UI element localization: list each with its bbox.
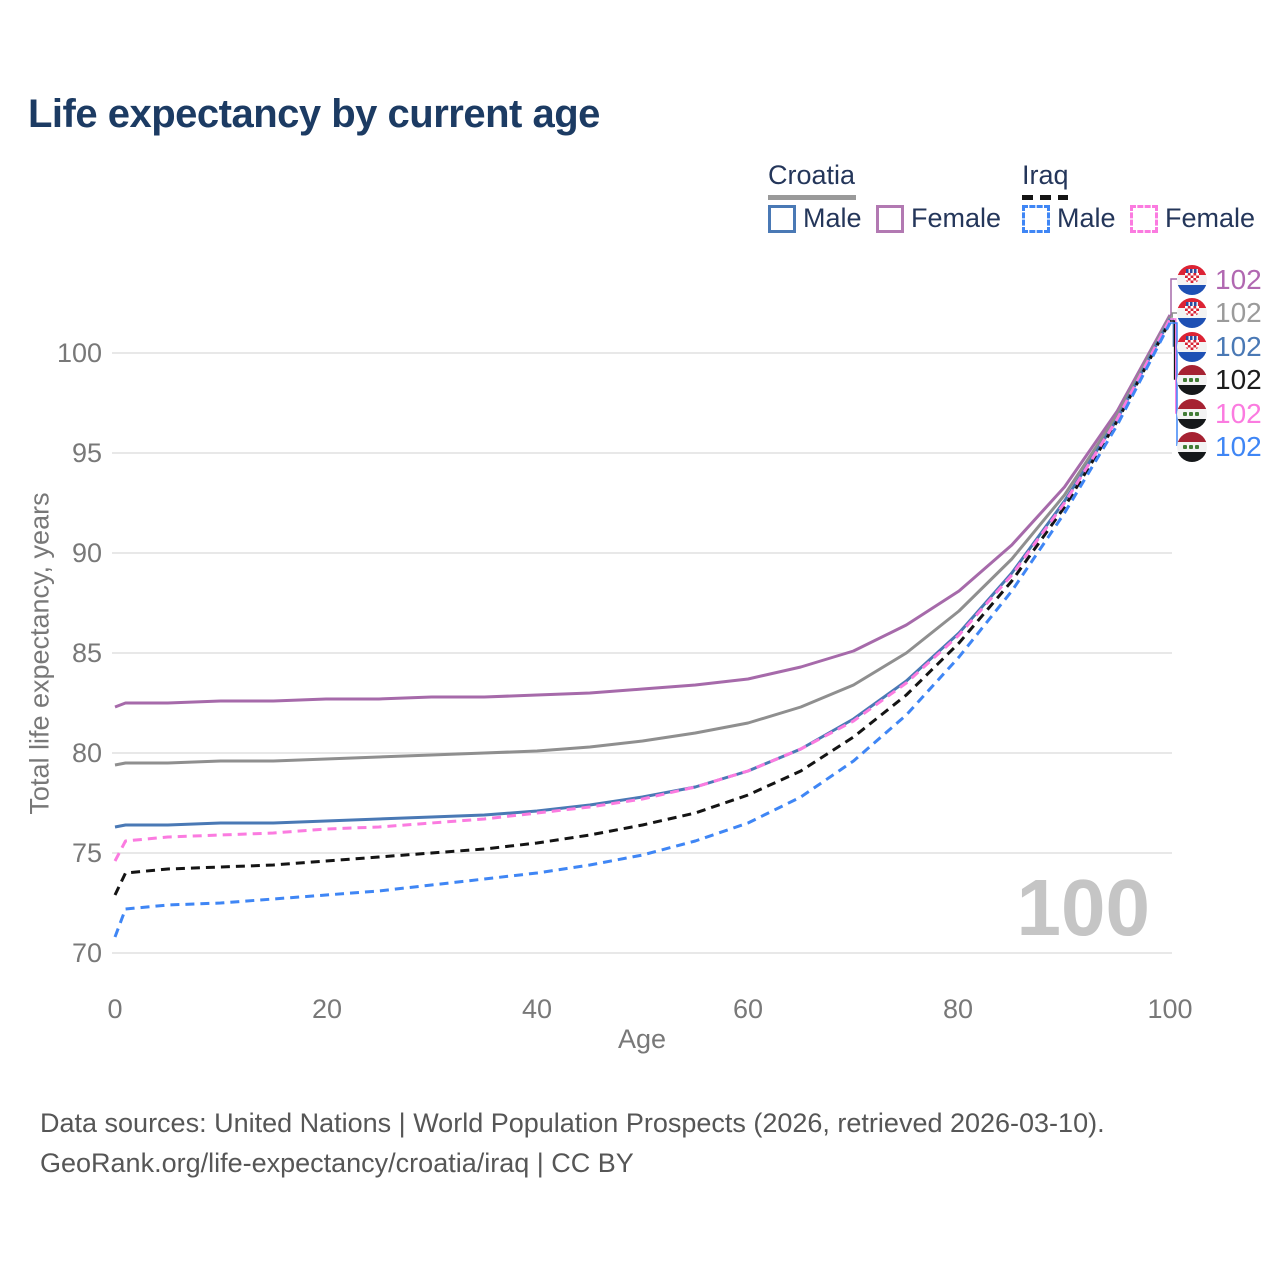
y-tick: 75 — [71, 838, 102, 868]
x-axis-title: Age — [617, 1024, 667, 1054]
y-tick: 90 — [71, 538, 102, 568]
iraq-male-swatch-icon — [1022, 204, 1050, 233]
legend-label: Female — [911, 203, 1002, 233]
legend-item-croatia-male[interactable]: Male — [768, 203, 862, 234]
y-tick: 70 — [71, 938, 102, 968]
legend-label: Female — [1165, 203, 1256, 233]
croatia-flag-icon — [1177, 264, 1207, 295]
iraq-line-style-sample — [1022, 195, 1068, 200]
legend-group-iraq: Iraq — [1022, 160, 1069, 200]
x-tick: 80 — [942, 994, 974, 1024]
x-tick: 40 — [521, 994, 553, 1024]
legend-group-croatia: Croatia — [768, 160, 856, 200]
y-tick: 80 — [71, 738, 102, 768]
legend-country-croatia[interactable]: Croatia — [768, 160, 856, 190]
end-value: 102 — [1215, 330, 1262, 362]
end-label-croatia-male[interactable]: 102 — [1177, 330, 1262, 363]
y-tick: 85 — [71, 638, 102, 668]
iraq-flag-icon — [1177, 398, 1207, 429]
legend-item-iraq-female[interactable]: Female — [1130, 203, 1255, 234]
croatia-line-style-sample — [768, 195, 856, 200]
legend-item-iraq-male[interactable]: Male — [1022, 203, 1116, 234]
legend-country-iraq[interactable]: Iraq — [1022, 160, 1069, 190]
end-value: 102 — [1215, 397, 1262, 429]
end-label-iraq-male[interactable]: 102 — [1177, 430, 1262, 463]
chart-title: Life expectancy by current age — [28, 92, 600, 136]
croatia-female-swatch-icon — [876, 204, 904, 233]
end-label-croatia-female[interactable]: 102 — [1177, 263, 1262, 296]
end-value: 102 — [1215, 263, 1262, 295]
attribution-note: GeoRank.org/life-expectancy/croatia/iraq… — [40, 1148, 634, 1178]
end-value: 102 — [1215, 430, 1262, 462]
x-tick: 100 — [1147, 994, 1193, 1024]
iraq-flag-icon — [1177, 364, 1207, 395]
end-label-iraq-female[interactable]: 102 — [1177, 397, 1262, 430]
end-label-croatia-total[interactable]: 102 — [1177, 296, 1262, 329]
age-watermark: 100 — [1016, 863, 1150, 952]
y-tick: 95 — [71, 438, 102, 468]
legend-label: Male — [1057, 203, 1116, 233]
croatia-flag-icon — [1177, 331, 1207, 362]
data-sources-note: Data sources: United Nations | World Pop… — [40, 1108, 1105, 1138]
legend-item-croatia-female[interactable]: Female — [876, 203, 1001, 234]
x-tick: 0 — [107, 994, 123, 1024]
croatia-male-swatch-icon — [768, 204, 796, 233]
end-value: 102 — [1215, 363, 1262, 395]
x-tick: 20 — [311, 994, 343, 1024]
end-label-iraq-total[interactable]: 102 — [1177, 363, 1262, 396]
croatia-flag-icon — [1177, 297, 1207, 328]
end-value: 102 — [1215, 296, 1262, 328]
y-tick: 100 — [56, 338, 102, 368]
legend-label: Male — [803, 203, 862, 233]
iraq-flag-icon — [1177, 431, 1207, 462]
x-tick: 60 — [732, 994, 764, 1024]
iraq-female-swatch-icon — [1130, 204, 1158, 233]
